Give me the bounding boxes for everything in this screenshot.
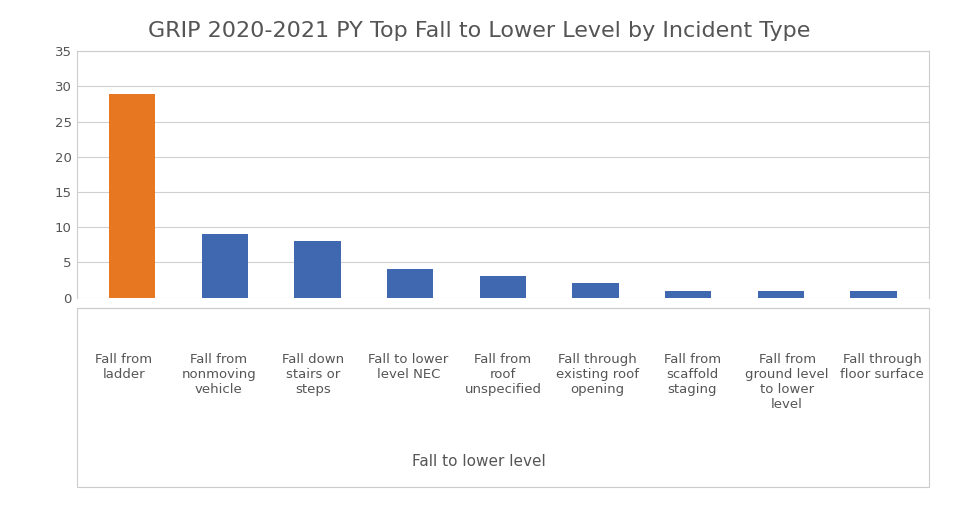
Text: Fall from
ladder: Fall from ladder — [96, 353, 152, 381]
Bar — [294, 241, 341, 298]
Bar — [387, 269, 433, 298]
Bar — [851, 290, 897, 298]
Text: Fall from
scaffold
staging: Fall from scaffold staging — [664, 353, 721, 396]
Bar — [109, 93, 155, 298]
Text: GRIP 2020-2021 PY Top Fall to Lower Level by Incident Type: GRIP 2020-2021 PY Top Fall to Lower Leve… — [148, 21, 810, 41]
Text: Fall down
stairs or
steps: Fall down stairs or steps — [283, 353, 345, 396]
Text: Fall from
roof
unspecified: Fall from roof unspecified — [465, 353, 541, 396]
Bar — [480, 277, 526, 298]
Bar — [202, 234, 248, 298]
Text: Fall from
ground level
to lower
level: Fall from ground level to lower level — [745, 353, 829, 411]
Text: Fall to lower
level NEC: Fall to lower level NEC — [368, 353, 448, 381]
Text: Fall through
existing roof
opening: Fall through existing roof opening — [557, 353, 639, 396]
Bar — [573, 284, 619, 298]
Text: Fall from
nonmoving
vehicle: Fall from nonmoving vehicle — [181, 353, 256, 396]
Bar — [758, 290, 804, 298]
Text: Fall through
floor surface: Fall through floor surface — [840, 353, 924, 381]
Text: Fall to lower level: Fall to lower level — [412, 455, 546, 469]
Bar — [665, 290, 712, 298]
